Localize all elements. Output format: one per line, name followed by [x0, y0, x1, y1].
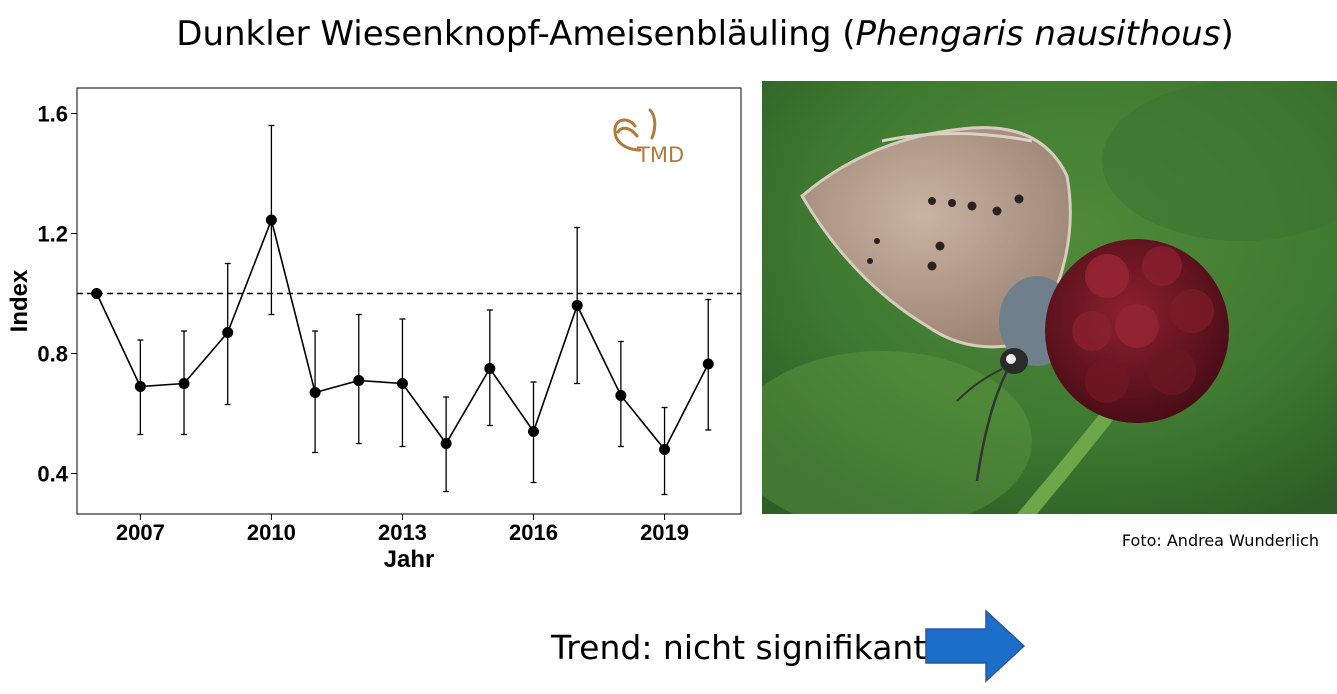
photo-caption: Foto: Andrea Wunderlich: [1121, 531, 1319, 550]
data-point: [440, 438, 452, 449]
butterfly-photo: [762, 81, 1337, 514]
x-tick-label: 2013: [378, 520, 427, 545]
data-point: [702, 358, 714, 370]
butterfly-on-flower-image: [762, 81, 1337, 514]
data-point: [353, 375, 365, 386]
plot-frame: [76, 87, 742, 515]
y-axis-title: Index: [6, 269, 33, 332]
x-tick-label: 2007: [116, 520, 165, 545]
arrow-right-icon: [925, 609, 1026, 683]
page-title: Dunkler Wiesenknopf-Ameisenbläuling (Phe…: [0, 14, 1337, 54]
data-point: [528, 426, 539, 437]
x-axis: 2007 2010 2013 2016 2019: [116, 514, 689, 545]
y-tick-label: 0.8: [37, 342, 68, 367]
y-tick-label: 0.4: [37, 462, 68, 487]
y-tick-label: 1.2: [37, 222, 68, 247]
x-tick-label: 2019: [640, 520, 689, 545]
x-tick-label: 2016: [509, 520, 558, 545]
title-close-paren: ): [1220, 14, 1234, 54]
data-point: [309, 387, 321, 398]
x-axis-title: Jahr: [384, 546, 435, 573]
data-point: [134, 381, 146, 392]
data-point: [571, 300, 583, 311]
data-point: [484, 363, 496, 374]
data-point: [659, 444, 671, 455]
trend-arrow-shape: [925, 609, 1026, 683]
index-chart: 0.40.81.21.6 2007 2010 2013 2016 2019 Index …: [6, 87, 742, 573]
tmd-logo: TMD: [613, 108, 684, 167]
data-point: [396, 378, 408, 389]
title-scientific-name: Phengaris nausithous: [855, 14, 1221, 54]
butterfly-logo-icon: [613, 108, 657, 152]
logo-text: TMD: [636, 143, 684, 167]
trend-label: Trend: nicht signifikant: [551, 628, 927, 667]
data-point: [222, 327, 234, 338]
data-point: [178, 378, 190, 389]
series-layer: [91, 124, 714, 496]
data-point: [265, 214, 277, 226]
y-axis: 0.4 0.8 1.2 1.6: [37, 102, 77, 487]
title-open-paren: (: [842, 14, 856, 54]
title-common-name: Dunkler Wiesenknopf-Ameisenbläuling: [176, 14, 832, 54]
data-point: [615, 390, 627, 401]
y-tick-label: 1.6: [37, 102, 68, 127]
data-point: [91, 288, 103, 299]
x-tick-label: 2010: [247, 520, 296, 545]
